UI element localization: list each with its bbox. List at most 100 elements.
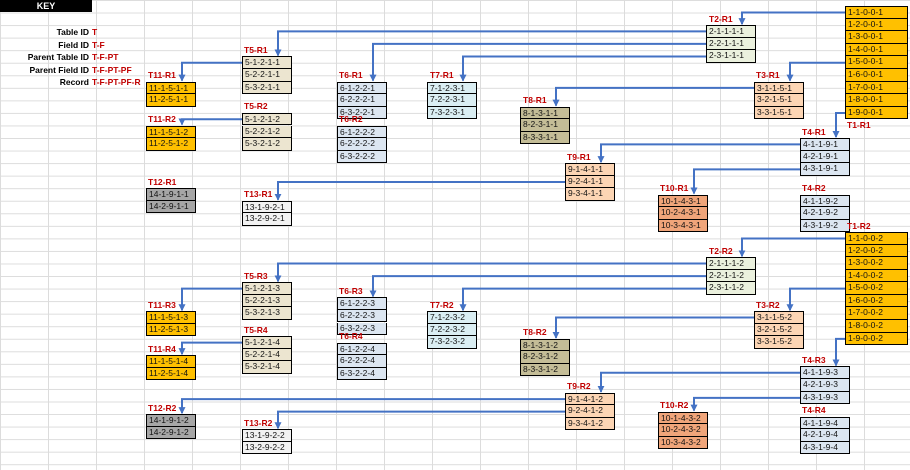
record-cell[interactable]: 4-3-1-9-4 [800, 441, 850, 455]
record-cell[interactable]: 10-2-4-3-1 [658, 207, 708, 220]
record-cell[interactable]: 11-2-5-1-4 [146, 367, 196, 381]
record-cell[interactable]: 4-3-1-9-3 [800, 391, 850, 405]
record-cell[interactable]: 5-3-2-1-1 [242, 81, 292, 95]
record-cell[interactable]: 11-2-5-1-1 [146, 94, 196, 107]
record-cell[interactable]: 2-2-1-1-1 [706, 37, 756, 51]
record-cell[interactable]: 10-2-4-3-2 [658, 424, 708, 437]
record-cell[interactable]: 14-1-9-1-1 [146, 188, 196, 201]
record-cell[interactable]: 8-2-3-1-2 [520, 351, 570, 364]
record-cell[interactable]: 4-2-1-9-4 [800, 429, 850, 442]
record-cell[interactable]: 5-2-2-1-4 [242, 348, 292, 362]
record-cell[interactable]: 1-2-0-0-1 [845, 18, 908, 32]
record-cell[interactable]: 7-1-2-3-1 [427, 81, 477, 95]
record-cell[interactable]: 2-1-1-1-2 [706, 257, 756, 270]
record-cell[interactable]: 7-3-2-3-2 [427, 336, 477, 349]
record-cell[interactable]: 14-1-9-1-2 [146, 414, 196, 427]
record-cell[interactable]: 8-3-3-1-1 [520, 131, 570, 145]
record-cell[interactable]: 9-1-4-1-2 [565, 392, 615, 406]
record-cell[interactable]: 3-2-1-5-2 [754, 323, 804, 337]
record-cell[interactable]: 9-2-4-1-2 [565, 405, 615, 418]
record-cell[interactable]: 5-1-2-1-4 [242, 336, 292, 349]
record-cell[interactable]: 13-2-9-2-1 [242, 213, 292, 226]
record-cell[interactable]: 7-1-2-3-2 [427, 311, 477, 324]
record-cell[interactable]: 13-1-9-2-1 [242, 200, 292, 214]
record-cell[interactable]: 1-4-0-0-2 [845, 269, 908, 283]
record-cell[interactable]: 5-2-2-1-1 [242, 69, 292, 82]
record-cell[interactable]: 7-3-2-3-1 [427, 106, 477, 120]
record-cell[interactable]: 1-9-0-0-1 [845, 106, 908, 120]
record-cell[interactable]: 6-2-2-2-1 [337, 94, 387, 107]
record-cell[interactable]: 1-8-0-0-1 [845, 94, 908, 107]
record-cell[interactable]: 7-2-2-3-2 [427, 323, 477, 337]
record-cell[interactable]: 1-4-0-0-1 [845, 43, 908, 57]
record-cell[interactable]: 5-3-2-1-2 [242, 138, 292, 151]
record-cell[interactable]: 4-2-1-9-2 [800, 207, 850, 220]
record-cell[interactable]: 6-3-2-2-3 [337, 322, 387, 336]
record-cell[interactable]: 3-3-1-5-1 [754, 106, 804, 120]
record-cell[interactable]: 5-1-2-1-3 [242, 282, 292, 295]
record-cell[interactable]: 6-2-2-2-2 [337, 138, 387, 151]
record-cell[interactable]: 11-1-5-1-1 [146, 81, 196, 95]
record-cell[interactable]: 13-1-9-2-2 [242, 429, 292, 442]
record-cell[interactable]: 8-3-3-1-2 [520, 363, 570, 377]
record-cell[interactable]: 10-3-4-3-2 [658, 436, 708, 450]
record-cell[interactable]: 1-3-0-0-1 [845, 31, 908, 44]
record-cell[interactable]: 13-2-9-2-2 [242, 441, 292, 455]
record-cell[interactable]: 4-1-1-9-1 [800, 138, 850, 151]
record-cell[interactable]: 5-3-2-1-3 [242, 307, 292, 320]
record-cell[interactable]: 1-1-0-0-2 [845, 232, 908, 245]
record-cell[interactable]: 1-6-0-0-1 [845, 69, 908, 82]
record-cell[interactable]: 11-2-5-1-3 [146, 323, 196, 337]
record-cell[interactable]: 8-2-3-1-1 [520, 119, 570, 132]
record-cell[interactable]: 6-1-2-2-4 [337, 342, 387, 356]
record-cell[interactable]: 4-2-1-9-1 [800, 150, 850, 164]
record-cell[interactable]: 4-1-1-9-2 [800, 194, 850, 208]
record-cell[interactable]: 3-2-1-5-1 [754, 94, 804, 107]
record-cell[interactable]: 6-2-2-2-3 [337, 309, 387, 323]
record-cell[interactable]: 11-2-5-1-2 [146, 138, 196, 151]
record-cell[interactable]: 9-3-4-1-2 [565, 417, 615, 431]
record-cell[interactable]: 1-3-0-0-2 [845, 257, 908, 270]
record-cell[interactable]: 1-9-0-0-2 [845, 332, 908, 346]
record-cell[interactable]: 14-2-9-1-1 [146, 200, 196, 214]
record-cell[interactable]: 1-5-0-0-1 [845, 56, 908, 69]
record-cell[interactable]: 4-1-1-9-3 [800, 366, 850, 379]
record-cell[interactable]: 11-1-5-1-4 [146, 355, 196, 368]
record-cell[interactable]: 4-3-1-9-2 [800, 219, 850, 233]
record-cell[interactable]: 1-8-0-0-2 [845, 320, 908, 333]
record-cell[interactable]: 4-3-1-9-1 [800, 163, 850, 176]
record-cell[interactable]: 3-1-1-5-2 [754, 311, 804, 324]
record-cell[interactable]: 6-1-2-2-1 [337, 81, 387, 95]
record-cell[interactable]: 2-3-1-1-2 [706, 282, 756, 295]
record-cell[interactable]: 1-6-0-0-2 [845, 294, 908, 308]
record-cell[interactable]: 4-2-1-9-3 [800, 379, 850, 392]
record-cell[interactable]: 10-1-4-3-2 [658, 411, 708, 425]
record-cell[interactable]: 2-1-1-1-1 [706, 25, 756, 38]
record-cell[interactable]: 10-3-4-3-1 [658, 219, 708, 233]
record-cell[interactable]: 6-2-2-2-4 [337, 355, 387, 368]
record-cell[interactable]: 7-2-2-3-1 [427, 94, 477, 107]
record-cell[interactable]: 1-5-0-0-2 [845, 282, 908, 295]
record-cell[interactable]: 6-1-2-2-2 [337, 125, 387, 138]
record-cell[interactable]: 1-2-0-0-2 [845, 244, 908, 258]
record-cell[interactable]: 3-3-1-5-2 [754, 336, 804, 349]
record-cell[interactable]: 6-1-2-2-3 [337, 297, 387, 310]
record-cell[interactable]: 6-3-2-2-1 [337, 106, 387, 120]
record-cell[interactable]: 14-2-9-1-2 [146, 426, 196, 440]
record-cell[interactable]: 2-2-1-1-2 [706, 269, 756, 283]
record-cell[interactable]: 1-7-0-0-1 [845, 81, 908, 95]
record-cell[interactable]: 4-1-1-9-4 [800, 416, 850, 430]
record-cell[interactable]: 8-1-3-1-2 [520, 338, 570, 352]
record-cell[interactable]: 2-3-1-1-1 [706, 50, 756, 63]
record-cell[interactable]: 5-3-2-1-4 [242, 361, 292, 374]
record-cell[interactable]: 8-1-3-1-1 [520, 106, 570, 120]
record-cell[interactable]: 1-1-0-0-1 [845, 6, 908, 19]
record-cell[interactable]: 11-1-5-1-2 [146, 125, 196, 138]
record-cell[interactable]: 5-2-2-1-3 [242, 294, 292, 308]
record-cell[interactable]: 6-3-2-2-2 [337, 150, 387, 164]
record-cell[interactable]: 1-7-0-0-2 [845, 307, 908, 320]
record-cell[interactable]: 9-2-4-1-1 [565, 175, 615, 189]
record-cell[interactable]: 5-2-2-1-2 [242, 125, 292, 138]
record-cell[interactable]: 10-1-4-3-1 [658, 194, 708, 208]
record-cell[interactable]: 3-1-1-5-1 [754, 81, 804, 95]
